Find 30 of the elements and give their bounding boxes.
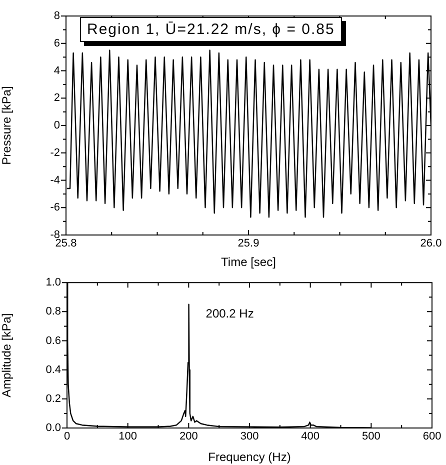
x-axis-title: Frequency (Hz)	[208, 450, 291, 464]
x-tick-label: 600	[422, 430, 442, 443]
x-tick-label: 500	[362, 430, 380, 443]
y-axis-title: Amplitude [kPa]	[0, 313, 14, 398]
x-tick-label: 200	[179, 430, 198, 443]
chart-title: Region 1, Ū=21.22 m/s, ϕ = 0.85	[80, 17, 342, 42]
x-tick-label: 26.0	[420, 238, 442, 250]
y-tick-label: 0.6	[46, 334, 61, 347]
y-tick-label: 1.0	[46, 276, 61, 289]
y-tick-label: 2	[54, 92, 60, 104]
x-tick-label: 400	[301, 430, 320, 443]
y-tick-label: 0.4	[46, 364, 61, 376]
y-tick-label: -6	[50, 202, 60, 214]
y-tick-label: 6	[54, 37, 60, 50]
x-tick-label: 0	[64, 430, 70, 443]
y-tick-label: 0	[54, 120, 60, 132]
y-tick-label: -2	[50, 146, 60, 159]
y-tick-label: 0.0	[46, 422, 61, 434]
y-tick-label: -4	[50, 174, 60, 186]
annotation: 200.2 Hz	[206, 306, 254, 321]
y-tick-label: 8	[54, 10, 60, 22]
x-tick-label: 25.8	[55, 238, 77, 250]
y-axis-title: Pressure [kPa]	[0, 86, 14, 165]
y-tick-label: 4	[54, 64, 60, 77]
y-tick-label: 0.2	[46, 392, 61, 405]
x-axis-title: Time [sec]	[221, 255, 276, 270]
x-tick-label: 300	[240, 430, 259, 443]
x-tick-label: 100	[118, 430, 138, 443]
y-tick-label: 0.8	[46, 306, 61, 318]
x-tick-label: 25.9	[238, 238, 260, 250]
